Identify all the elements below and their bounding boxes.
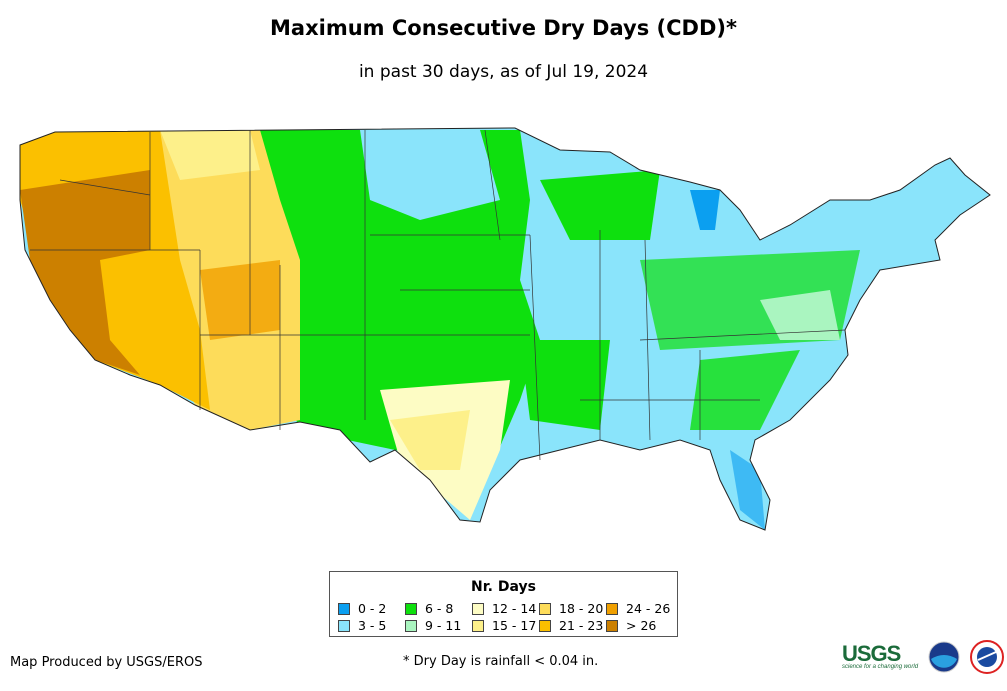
state-borders bbox=[30, 129, 846, 461]
region-montana-15-17 bbox=[160, 130, 260, 180]
region-wisconsin-6-8 bbox=[540, 170, 660, 240]
noaa-logo bbox=[928, 641, 960, 673]
region-southeast-6-8 bbox=[690, 350, 800, 430]
legend-label: 21 - 23 bbox=[559, 618, 604, 633]
region-michigan-0-2 bbox=[690, 190, 720, 230]
legend-item: 21 - 23 bbox=[539, 618, 603, 633]
legend-label: 6 - 8 bbox=[425, 601, 454, 616]
map-subtitle: in past 30 days, as of Jul 19, 2024 bbox=[358, 62, 649, 82]
us-cdd-map bbox=[19, 127, 991, 531]
nws-logo bbox=[970, 640, 1005, 674]
legend-swatch bbox=[539, 602, 551, 615]
legend-swatch bbox=[472, 602, 484, 615]
legend-item: 0 - 2 bbox=[338, 601, 386, 616]
usgs-logo: USGS science for a changing world bbox=[842, 640, 919, 670]
legend-item: 24 - 26 bbox=[606, 601, 670, 616]
legend-label: 15 - 17 bbox=[492, 618, 537, 633]
legend-swatch bbox=[405, 602, 417, 615]
legend-swatch bbox=[472, 619, 484, 632]
legend-label: 3 - 5 bbox=[358, 618, 387, 633]
us-outline bbox=[19, 127, 991, 531]
legend-swatch bbox=[405, 619, 417, 632]
legend-swatch bbox=[606, 619, 618, 632]
legend-item: 18 - 20 bbox=[539, 601, 603, 616]
legend-swatch bbox=[606, 602, 618, 615]
legend-label: 0 - 2 bbox=[358, 601, 387, 616]
legend-item: 15 - 17 bbox=[472, 618, 536, 633]
agency-logos: USGS science for a changing world bbox=[842, 640, 1005, 674]
legend-item: 3 - 5 bbox=[338, 618, 386, 633]
region-california-oregon-gt26 bbox=[20, 170, 150, 375]
region-utah-24-26 bbox=[200, 260, 280, 340]
legend-swatch bbox=[539, 619, 551, 632]
footnote: * Dry Day is rainfall < 0.04 in. bbox=[403, 654, 599, 669]
legend-label: 24 - 26 bbox=[626, 601, 671, 616]
legend-item: 9 - 11 bbox=[405, 618, 461, 633]
legend-label: 18 - 20 bbox=[559, 601, 604, 616]
legend-swatch bbox=[338, 619, 350, 632]
region-texas-15-17 bbox=[390, 410, 470, 470]
legend-label: > 26 bbox=[626, 618, 657, 633]
legend-label: 9 - 11 bbox=[425, 618, 462, 633]
map-title: Maximum Consecutive Dry Days (CDD)* bbox=[270, 16, 737, 40]
map-credit: Map Produced by USGS/EROS bbox=[10, 655, 203, 670]
legend-title: Nr. Days bbox=[471, 579, 536, 595]
legend-item: > 26 bbox=[606, 618, 656, 633]
legend-swatch bbox=[338, 602, 350, 615]
legend: Nr. Days 0 - 2 3 - 5 6 - 8 9 - 11 12 - 14 15 … bbox=[329, 571, 678, 637]
legend-label: 12 - 14 bbox=[492, 601, 537, 616]
legend-item: 12 - 14 bbox=[472, 601, 536, 616]
region-virginia-9-11 bbox=[760, 290, 840, 340]
region-arkansas-6-8 bbox=[520, 340, 610, 430]
legend-item: 6 - 8 bbox=[405, 601, 453, 616]
region-dakotas-3-5 bbox=[360, 130, 500, 220]
